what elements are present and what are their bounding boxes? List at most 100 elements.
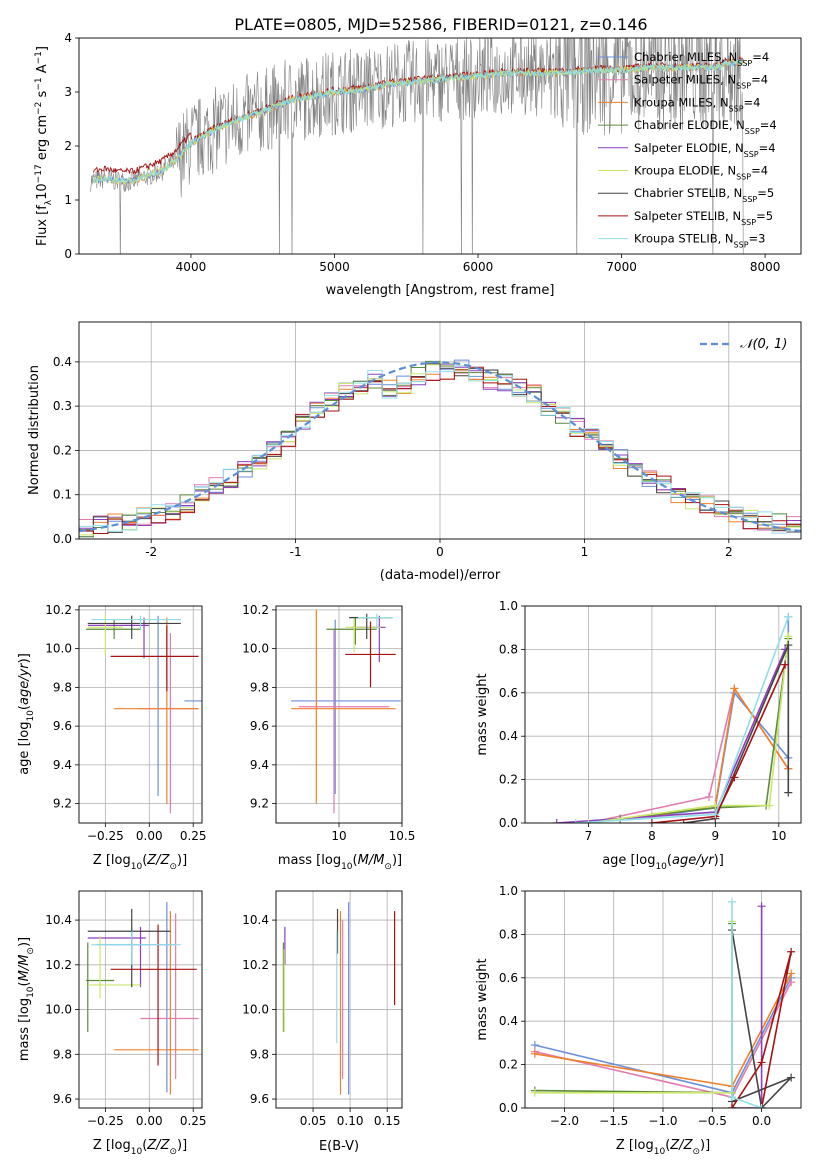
axes-frame — [78, 890, 203, 1109]
y-tick-label: 0.8 — [499, 642, 518, 656]
y-tick-label: 10.2 — [45, 958, 72, 972]
legend-label: Salpeter ELODIE, NSSP=4 — [634, 141, 776, 159]
x-axis-label: wavelength [Angstrom, rest frame] — [326, 283, 555, 298]
plot-area — [90, 38, 745, 254]
x-tick-label: −1.0 — [648, 1114, 677, 1128]
x-tick-label: 7 — [585, 829, 593, 843]
x-tick-label: −1.5 — [599, 1114, 628, 1128]
axes-frame — [78, 321, 802, 540]
axes-frame — [524, 890, 802, 1109]
mass-weight-line — [731, 929, 792, 1108]
mass-weight-line — [588, 636, 790, 823]
legend-label: Kroupa ELODIE, NSSP=4 — [634, 164, 768, 182]
axes-frame — [275, 890, 403, 1109]
x-tick-label: -1 — [290, 545, 302, 559]
data-point-marker — [787, 969, 796, 978]
y-tick-label: 9.6 — [53, 1092, 72, 1106]
y-tick-label: 0.0 — [499, 816, 518, 830]
plot-background — [79, 606, 202, 823]
y-tick-label: 10.0 — [45, 642, 72, 656]
y-tick-label: 0.4 — [499, 729, 518, 743]
data-point-marker — [728, 897, 736, 906]
y-tick-label: 9.6 — [250, 1092, 269, 1106]
x-tick-label: 9 — [712, 829, 720, 843]
y-tick-label: 0 — [64, 247, 72, 261]
legend-label: Salpeter STELIB, NSSP=5 — [634, 209, 773, 227]
plot-area — [282, 902, 396, 1095]
y-tick-label: 0.6 — [499, 971, 518, 985]
x-tick-label: 0.15 — [374, 1114, 401, 1128]
data-point-marker — [787, 947, 796, 956]
data-point-marker — [647, 819, 656, 823]
legend-label: Chabrier ELODIE, NSSP=4 — [634, 118, 777, 136]
axes-frame — [78, 37, 802, 255]
y-tick-label: 3 — [64, 85, 72, 99]
y-tick-label: 0.1 — [53, 488, 72, 502]
x-tick-label: −0.25 — [87, 1114, 124, 1128]
y-tick-label: 9.2 — [53, 797, 72, 811]
y-tick-label: 4 — [64, 31, 72, 45]
x-axis-label: age [log10(age/yr)] — [602, 853, 724, 872]
mass-weight-line — [732, 906, 763, 1108]
y-axis-label: Flux [fλ10−17 erg cm−2 s−1 A−1] — [34, 46, 54, 246]
y-tick-label: 9.8 — [53, 1047, 72, 1061]
x-tick-label: 10.5 — [389, 829, 416, 843]
y-tick-label: 1 — [64, 193, 72, 207]
data-point-marker — [584, 819, 593, 823]
data-point-marker — [552, 819, 561, 823]
x-tick-label: 4000 — [176, 260, 207, 274]
plot-area — [530, 897, 796, 1108]
x-tick-label: 0.25 — [180, 829, 207, 843]
y-tick-label: 0.0 — [499, 1101, 518, 1115]
y-axis-label: mass weight — [475, 958, 490, 1040]
y-tick-label: 0.6 — [499, 686, 518, 700]
y-tick-label: 9.8 — [250, 680, 269, 694]
y-tick-label: 9.6 — [53, 719, 72, 733]
x-axis-label: mass [log10(M/M⊙)] — [278, 853, 402, 872]
age-vs-metallicity-plot: −0.25 0.00 0.25 9.2 9.4 9.6 9.8 10.0 10.2 Z [log1… — [17, 603, 207, 872]
y-tick-label: 9.6 — [250, 719, 269, 733]
y-axis-label: age [log10(age/yr)] — [17, 653, 36, 775]
data-point-marker — [784, 788, 793, 797]
x-tick-label: −0.5 — [698, 1114, 727, 1128]
x-tick-label: 7000 — [606, 260, 637, 274]
y-tick-label: 9.4 — [250, 758, 269, 772]
y-tick-label: 0.2 — [499, 1058, 518, 1072]
y-tick-label: 0.8 — [499, 927, 518, 941]
x-tick-label: 10 — [771, 829, 786, 843]
y-tick-label: 9.2 — [250, 797, 269, 811]
x-tick-label: 0 — [436, 545, 444, 559]
mass-weight-vs-metallicity-plot: −2.0 −1.5 −1.0 −0.5 0.0 0.0 0.2 0.4 0.6 0.8 1.0 Z [… — [475, 884, 802, 1157]
histogram-step-line — [79, 365, 801, 534]
data-point-marker — [787, 1073, 796, 1082]
x-axis-label: (data-model)/error — [380, 568, 501, 583]
x-tick-label: 0.0 — [752, 1114, 771, 1128]
y-tick-label: 1.0 — [499, 599, 518, 613]
x-tick-label: 8 — [648, 829, 656, 843]
spectrum-plot: 4000 5000 6000 7000 8000 0 1 2 3 4 Chabrier MILES,… — [34, 31, 802, 298]
y-tick-label: 0.4 — [53, 355, 72, 369]
mass-weight-line — [683, 644, 790, 823]
figure-title: PLATE=0805, MJD=52586, FIBERID=0121, z=0… — [234, 15, 647, 34]
data-point-marker — [757, 1058, 766, 1067]
legend-label: Kroupa MILES, NSSP=4 — [634, 95, 760, 113]
y-tick-label: 10.0 — [242, 1003, 269, 1017]
x-axis-label: Z [log10(Z/Z⊙)] — [616, 1138, 710, 1157]
data-point-marker — [730, 773, 739, 782]
y-tick-label: 10.2 — [242, 958, 269, 972]
y-tick-label: 2 — [64, 139, 72, 153]
x-tick-label: 10 — [331, 829, 346, 843]
axes-frame — [78, 605, 203, 824]
y-tick-label: 0.2 — [499, 773, 518, 787]
y-tick-label: 1.0 — [499, 884, 518, 898]
y-tick-label: 0.2 — [53, 443, 72, 457]
x-axis-label: Z [log10(Z/Z⊙)] — [93, 1138, 187, 1157]
x-tick-label: 0.00 — [136, 1114, 163, 1128]
legend-label: Salpeter MILES, NSSP=4 — [634, 73, 768, 91]
mass-weight-line — [651, 664, 786, 823]
x-tick-label: −0.25 — [87, 829, 124, 843]
y-tick-label: 10.2 — [45, 603, 72, 617]
residual-histogram-plot: -2 -1 0 1 2 0.0 0.1 0.2 0.3 0.4 𝒩(0, 1) (data-model… — [27, 321, 802, 583]
x-tick-label: 1 — [581, 545, 589, 559]
